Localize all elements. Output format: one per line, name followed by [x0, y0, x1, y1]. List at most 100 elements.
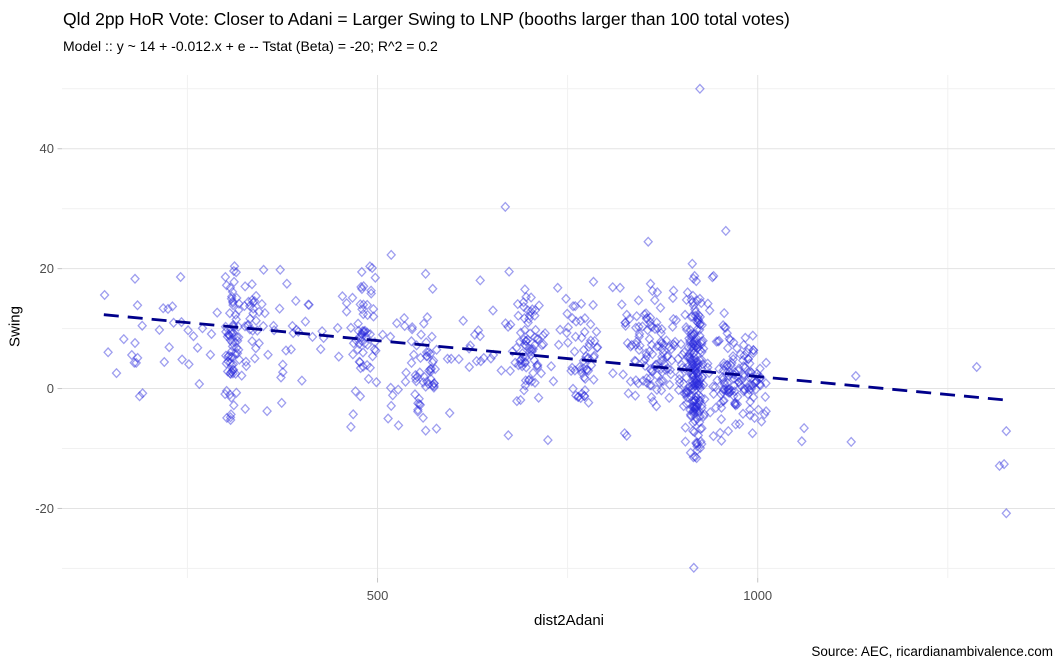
data-point [647, 348, 658, 360]
data-point [666, 368, 676, 380]
data-point [578, 344, 589, 356]
data-point [696, 438, 707, 450]
data-point [656, 323, 667, 335]
data-point [723, 384, 734, 396]
source-credit: Source: AEC, ricardianambivalence.com [811, 644, 1053, 659]
data-point [427, 331, 437, 342]
data-point [377, 329, 388, 340]
data-point [254, 338, 264, 349]
data-point [427, 380, 438, 391]
data-point [274, 303, 285, 314]
data-point [846, 436, 857, 448]
data-point [690, 403, 701, 414]
data-point [718, 384, 729, 395]
data-point [333, 351, 344, 362]
data-point [420, 425, 431, 436]
data-point [692, 359, 702, 371]
data-point [503, 321, 513, 333]
data-point [362, 299, 373, 311]
data-point [576, 298, 587, 309]
data-point [366, 288, 377, 299]
data-point [738, 361, 749, 372]
data-point [690, 377, 700, 389]
data-point [641, 350, 652, 362]
data-point [746, 383, 757, 394]
data-point [694, 378, 705, 390]
data-point [693, 430, 704, 441]
data-point [696, 354, 707, 366]
data-point [716, 402, 727, 413]
data-point [525, 328, 535, 339]
data-point [662, 350, 673, 361]
y-tick-label: 40 [40, 141, 54, 156]
data-point [337, 291, 348, 302]
data-point [532, 360, 542, 371]
data-point [471, 355, 482, 367]
data-point [739, 383, 749, 395]
data-point [347, 292, 358, 304]
data-point [656, 355, 667, 366]
data-point [515, 336, 525, 347]
data-point [519, 324, 530, 336]
data-point [224, 330, 235, 342]
data-point [365, 261, 375, 272]
data-point [645, 312, 656, 323]
trend-line [103, 313, 1009, 402]
data-point [575, 392, 586, 404]
data-point [719, 378, 730, 390]
data-point [154, 324, 165, 336]
data-point [740, 362, 750, 374]
data-point [523, 375, 534, 386]
data-point [224, 307, 235, 319]
data-point [689, 304, 700, 315]
data-point [688, 451, 699, 463]
data-point [232, 347, 243, 359]
data-point [399, 320, 410, 332]
data-point [695, 436, 706, 447]
data-point [682, 351, 692, 363]
data-point [691, 375, 702, 386]
data-point [520, 356, 530, 368]
data-point [677, 362, 688, 374]
data-point [722, 377, 733, 388]
data-point [530, 377, 540, 388]
data-point [688, 417, 698, 428]
data-point [239, 300, 250, 312]
data-point [220, 388, 230, 400]
data-point [620, 317, 630, 328]
data-point [362, 359, 372, 371]
data-point [385, 382, 396, 394]
data-point [236, 370, 247, 381]
data-point [422, 376, 432, 387]
data-point [679, 347, 690, 358]
data-point [225, 389, 235, 400]
data-point [686, 341, 697, 353]
data-point [568, 383, 578, 395]
data-point [688, 338, 698, 350]
data-point [676, 338, 686, 350]
data-point [458, 315, 469, 327]
data-point [685, 404, 695, 416]
data-point [712, 375, 723, 386]
data-point [649, 294, 660, 306]
data-point [529, 310, 540, 321]
data-point [723, 384, 734, 395]
data-point [188, 330, 199, 342]
data-point [356, 329, 367, 340]
data-point [693, 317, 703, 328]
data-point [530, 324, 541, 336]
data-point [639, 309, 650, 320]
data-point [688, 342, 699, 354]
data-point [755, 379, 766, 391]
data-point [228, 359, 239, 370]
data-point [716, 388, 726, 400]
data-point [505, 365, 516, 377]
data-point [689, 379, 700, 391]
data-point [226, 291, 237, 302]
data-point [688, 371, 698, 382]
data-point [518, 301, 529, 313]
data-point [220, 271, 231, 283]
data-point [695, 442, 706, 454]
data-point [656, 385, 667, 396]
data-point [577, 388, 587, 399]
